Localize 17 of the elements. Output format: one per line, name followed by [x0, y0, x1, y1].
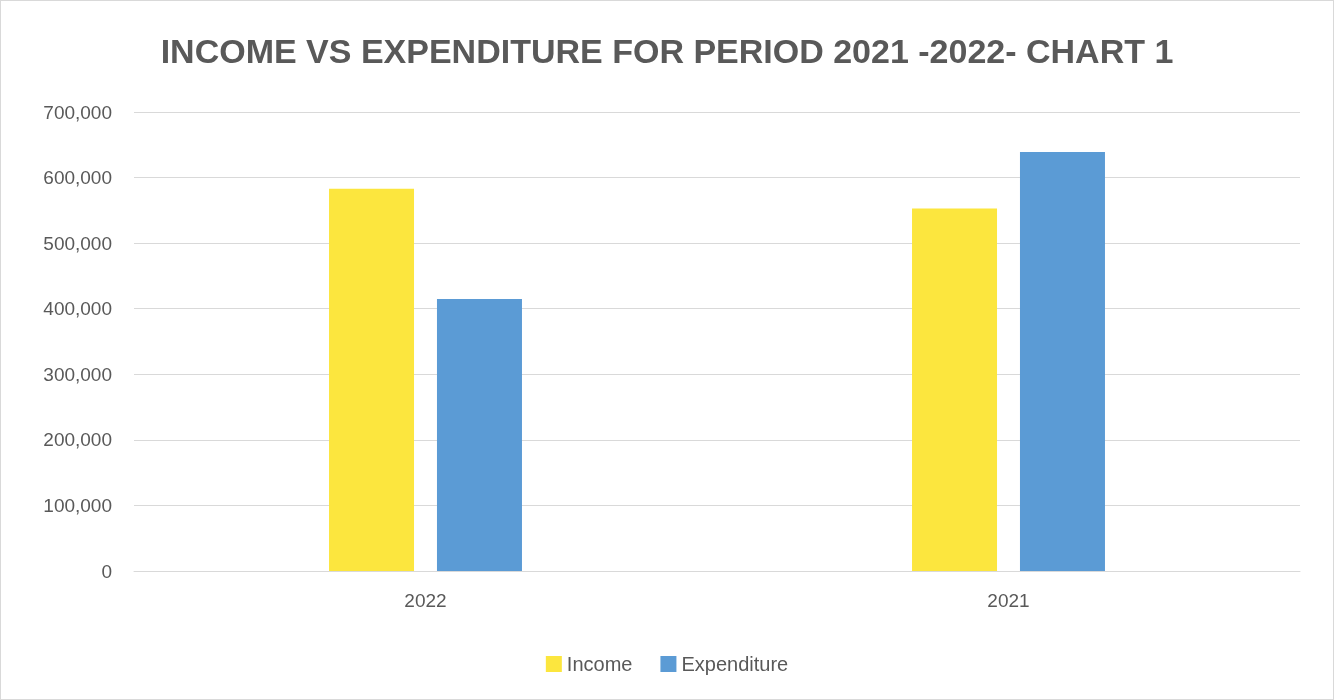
bar: [1019, 152, 1105, 571]
y-tick-label: 400,000: [43, 298, 112, 320]
y-tick-label: 600,000: [43, 167, 112, 189]
y-tick-label: 200,000: [43, 429, 112, 451]
legend-label: Income: [566, 653, 633, 675]
y-tick-label: 100,000: [43, 494, 112, 516]
bar: [912, 208, 998, 571]
x-tick-label: 2021: [987, 590, 1030, 611]
bar: [329, 188, 415, 571]
x-tick-label: 2022: [404, 590, 447, 611]
bar: [436, 298, 522, 571]
y-tick-label: 700,000: [43, 101, 112, 123]
y-tick-label: 500,000: [43, 232, 112, 254]
y-tick-label: 0: [101, 560, 112, 582]
y-tick-label: 300,000: [43, 363, 112, 385]
chart-title: INCOME VS EXPENDITURE FOR PERIOD 2021 -2022- CHART 1: [160, 32, 1174, 70]
legend-label: Expenditure: [681, 653, 789, 675]
